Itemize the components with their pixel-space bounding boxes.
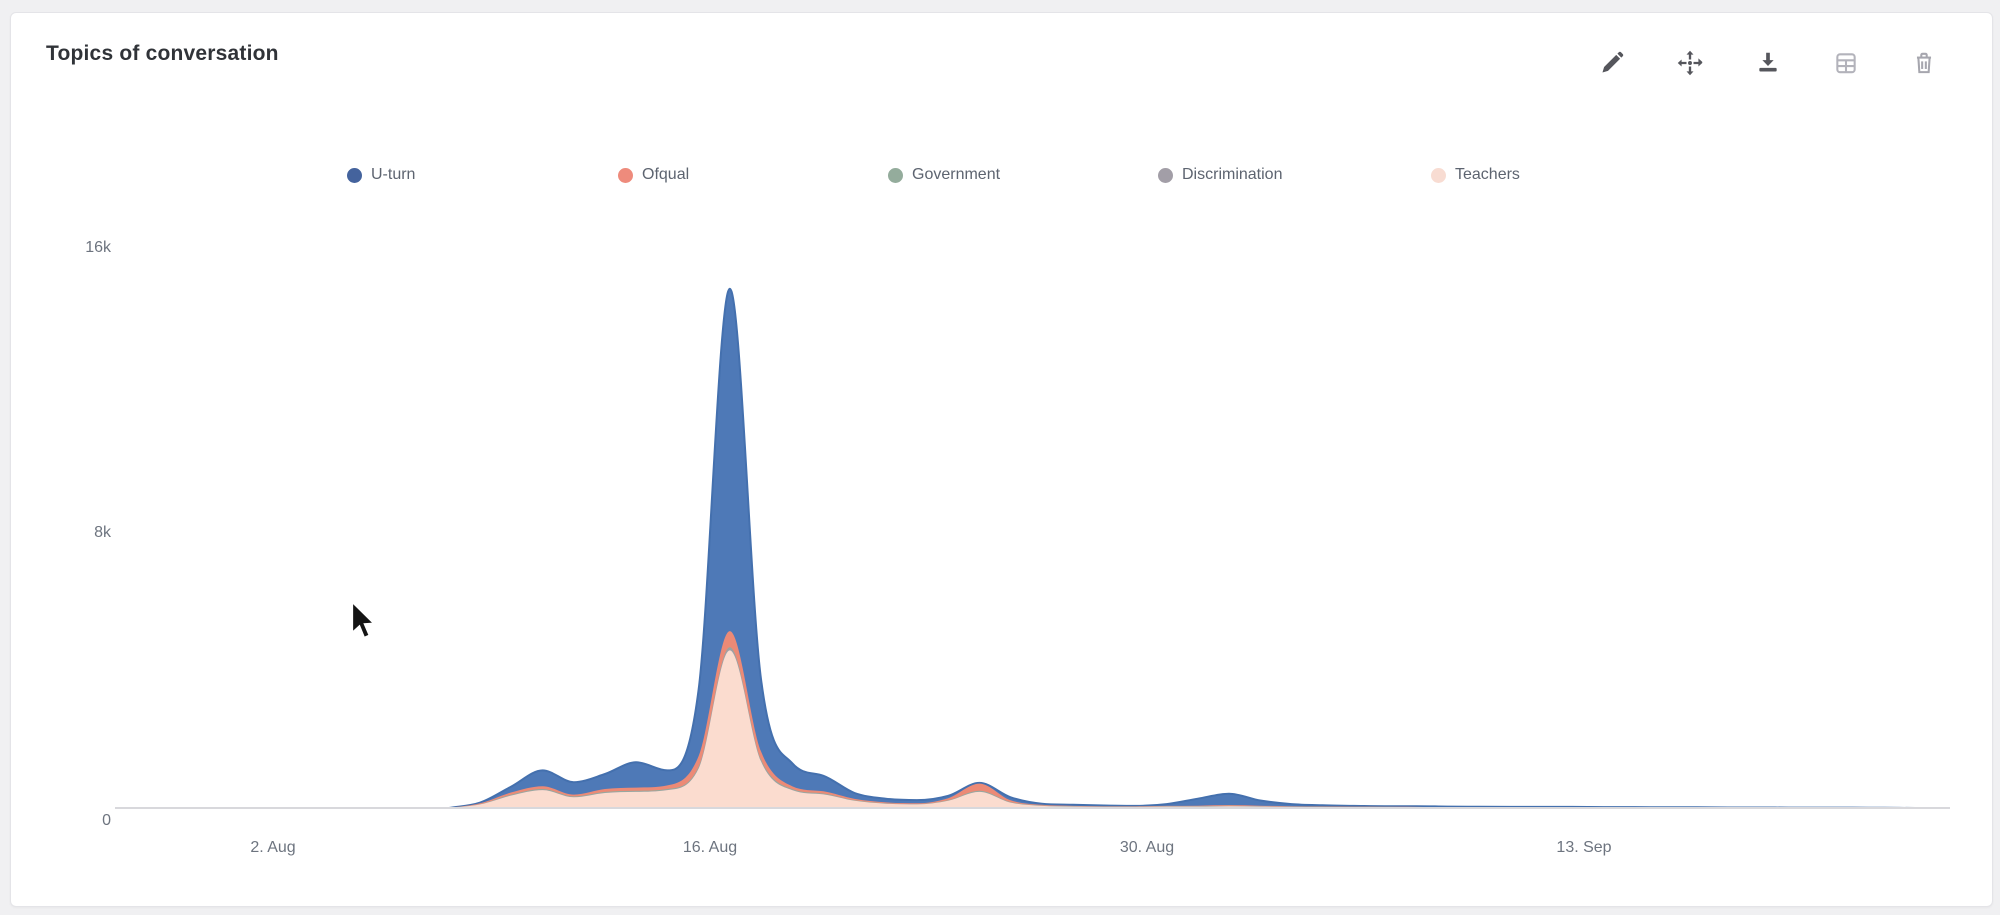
download-button[interactable]: [1754, 49, 1782, 77]
x-tick-13-sep: 13. Sep: [1556, 839, 1612, 856]
chart-card: Topics of conversation: [10, 12, 1993, 907]
y-tick-8k: 8k: [94, 524, 111, 541]
y-tick-16k: 16k: [85, 239, 111, 256]
card-toolbar: [1598, 49, 1938, 77]
x-tick-16-aug: 16. Aug: [682, 839, 738, 856]
legend-item-teachers[interactable]: Teachers: [1431, 166, 1520, 184]
x-tick-30-aug: 30. Aug: [1119, 839, 1175, 856]
legend-item-u-turn[interactable]: U-turn: [347, 166, 415, 184]
data-table-icon: [1833, 50, 1859, 76]
legend-dot-discrimination: [1158, 167, 1173, 183]
legend-item-discrimination[interactable]: Discrimination: [1158, 166, 1282, 184]
legend-dot-u-turn: [347, 167, 362, 183]
area-u-turn: [449, 288, 1916, 808]
card-title: Topics of conversation: [46, 42, 279, 65]
download-icon: [1755, 50, 1781, 76]
edit-button[interactable]: [1598, 49, 1626, 77]
pencil-icon: [1599, 50, 1625, 76]
legend-label-teachers: Teachers: [1455, 166, 1520, 183]
legend-item-ofqual[interactable]: Ofqual: [618, 166, 689, 184]
area-teachers: [449, 650, 1916, 808]
area-edge-u-turn: [448, 287, 1916, 809]
legend-item-government[interactable]: Government: [888, 166, 1000, 184]
legend-dot-teachers: [1431, 167, 1446, 183]
legend-label-u-turn: U-turn: [371, 166, 416, 183]
mouse-cursor: [352, 601, 380, 644]
y-tick-0: 0: [102, 812, 111, 829]
legend-dot-ofqual: [618, 167, 633, 183]
legend-dot-government: [888, 167, 903, 183]
x-tick-2-aug: 2. Aug: [250, 839, 296, 856]
delete-button[interactable]: [1910, 49, 1938, 77]
move-icon: [1676, 49, 1704, 77]
legend-label-discrimination: Discrimination: [1182, 166, 1283, 183]
move-button[interactable]: [1676, 49, 1704, 77]
legend-label-government: Government: [912, 166, 1001, 183]
trash-icon: [1911, 50, 1937, 76]
data-table-button[interactable]: [1832, 49, 1860, 77]
legend-label-ofqual: Ofqual: [642, 166, 690, 183]
